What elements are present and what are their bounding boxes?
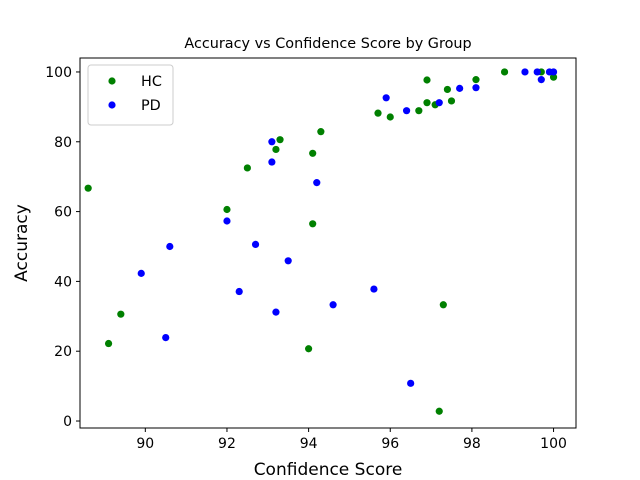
plot-area-frame (79, 57, 577, 429)
x-tick-label: 90 (136, 436, 154, 452)
data-point-hc (447, 97, 456, 105)
data-point-pd (407, 379, 415, 387)
data-point-pd (284, 257, 292, 265)
data-point-hc (243, 164, 251, 172)
y-axis-label: Accuracy (12, 204, 32, 282)
data-point-hc (423, 76, 431, 84)
legend-label-pd: PD (141, 98, 161, 114)
data-point-hc (472, 76, 480, 84)
data-point-pd (137, 269, 145, 277)
data-point-pd (223, 217, 231, 225)
data-point-hc (549, 73, 558, 81)
data-point-hc (309, 220, 317, 228)
chart-title: Accuracy vs Confidence Score by Group (184, 36, 471, 52)
data-point-pd (456, 84, 464, 92)
data-point-pd (549, 68, 558, 76)
data-point-pd (533, 68, 541, 76)
x-tick-label: 100 (540, 436, 567, 452)
data-point-pd (268, 138, 276, 146)
legend: HC PD (87, 64, 174, 126)
data-point-pd (166, 242, 174, 251)
data-point-pd (329, 301, 337, 309)
data-point-hc (104, 339, 113, 348)
data-point-hc (443, 85, 452, 94)
data-point-hc (309, 149, 317, 157)
y-tick-label: 60 (54, 205, 72, 221)
data-point-hc (223, 205, 231, 214)
data-point-hc (423, 99, 431, 107)
x-axis-label: Confidence Score (254, 460, 403, 480)
data-point-hc (415, 107, 423, 115)
data-point-hc (439, 301, 447, 309)
legend-marker-pd (108, 101, 116, 109)
data-point-hc (435, 407, 443, 415)
data-point-pd (272, 308, 280, 316)
data-point-pd (472, 84, 480, 92)
y-tick-label: 20 (54, 344, 72, 360)
x-tick-label: 96 (381, 436, 399, 452)
data-point-pd (370, 285, 378, 293)
legend-label-hc: HC (141, 74, 162, 90)
x-tick-label: 92 (218, 436, 236, 452)
legend-marker-hc (108, 77, 116, 85)
data-point-pd (268, 158, 276, 166)
data-point-hc (305, 345, 313, 353)
y-tick-label: 80 (54, 135, 72, 151)
data-point-pd (313, 179, 321, 187)
data-point-hc (374, 109, 382, 117)
data-point-pd (402, 107, 411, 115)
data-point-pd (162, 333, 170, 342)
y-tick-label: 0 (63, 414, 72, 430)
data-point-hc (500, 68, 509, 76)
data-point-pd (521, 68, 529, 76)
data-point-hc (386, 113, 394, 121)
y-tick-label: 40 (54, 274, 72, 290)
x-tick-label: 94 (300, 436, 318, 452)
x-tick-label: 98 (463, 436, 481, 452)
data-point-hc (84, 184, 92, 192)
data-point-hc (272, 145, 280, 154)
data-point-hc (317, 128, 325, 136)
y-tick-label: 100 (45, 65, 72, 81)
data-point-pd (235, 287, 243, 296)
data-point-hc (276, 136, 284, 144)
data-point-pd (251, 240, 260, 248)
data-point-pd (382, 94, 390, 102)
axis-ticks: 90 92 94 96 98 100 0 20 40 60 80 100 (45, 65, 567, 452)
data-points (84, 68, 558, 415)
data-point-hc (117, 310, 125, 318)
data-point-pd (435, 99, 443, 107)
data-point-pd (537, 76, 545, 84)
